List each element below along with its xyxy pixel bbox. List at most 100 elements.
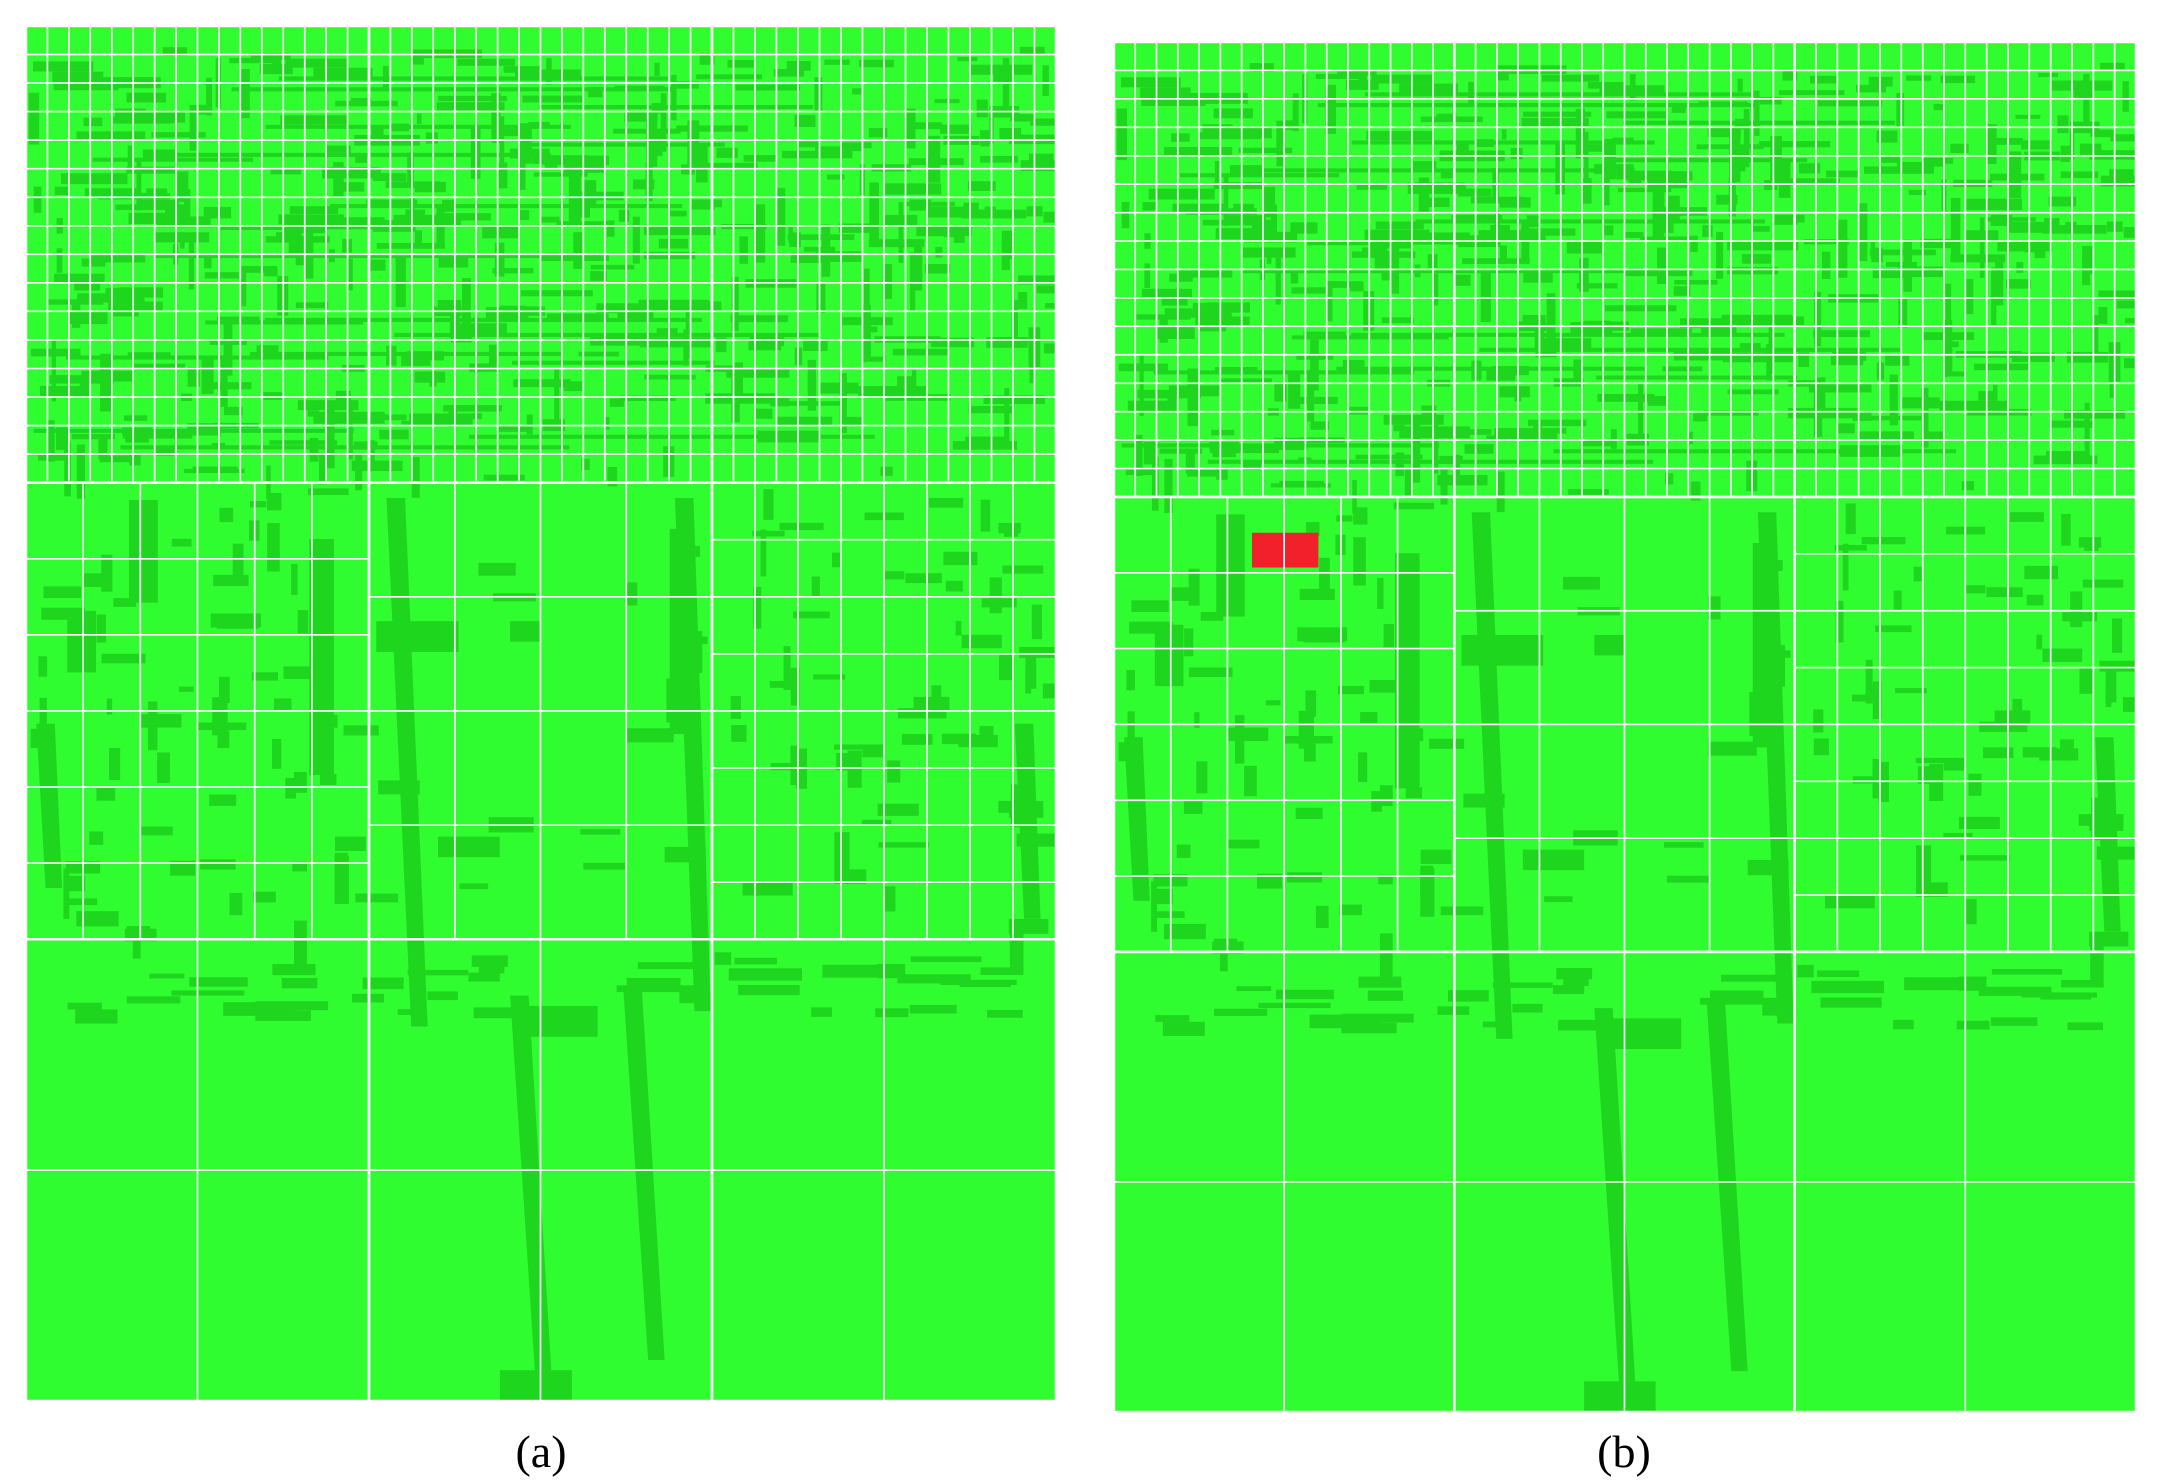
building bbox=[1876, 130, 1898, 143]
building-strip bbox=[469, 434, 875, 439]
building bbox=[1563, 976, 1589, 986]
building bbox=[1399, 83, 1459, 94]
building bbox=[573, 191, 624, 201]
building bbox=[170, 860, 196, 876]
building bbox=[438, 257, 469, 268]
building bbox=[1943, 832, 1973, 840]
building bbox=[1213, 108, 1253, 119]
building-strip bbox=[120, 445, 570, 450]
building bbox=[482, 226, 519, 239]
building bbox=[1674, 280, 1718, 285]
building bbox=[89, 831, 104, 845]
building bbox=[1244, 231, 1298, 243]
building bbox=[1656, 247, 1668, 284]
road-strip bbox=[623, 990, 665, 1360]
building bbox=[2099, 660, 2136, 672]
building bbox=[935, 246, 943, 258]
road-strip bbox=[2095, 737, 2121, 932]
building bbox=[573, 232, 584, 269]
building bbox=[1708, 596, 1721, 620]
building bbox=[267, 492, 282, 511]
building bbox=[1127, 711, 1135, 745]
building bbox=[1690, 235, 1698, 252]
building bbox=[1872, 681, 1882, 720]
building bbox=[943, 551, 978, 566]
building bbox=[2090, 129, 2116, 138]
building bbox=[1754, 90, 1760, 136]
building bbox=[1893, 1019, 1914, 1030]
building-strip bbox=[1207, 459, 1654, 464]
building bbox=[971, 64, 1033, 75]
building bbox=[1956, 1020, 1990, 1030]
building bbox=[1303, 635, 1345, 643]
building bbox=[863, 268, 870, 312]
building bbox=[1383, 623, 1395, 648]
building bbox=[369, 259, 386, 271]
building bbox=[1163, 146, 1233, 157]
building bbox=[869, 182, 879, 244]
building bbox=[816, 251, 864, 262]
building bbox=[1292, 396, 1338, 405]
building bbox=[824, 59, 850, 65]
building bbox=[1945, 371, 1967, 377]
building bbox=[1447, 990, 1489, 1002]
building bbox=[2122, 81, 2129, 112]
building bbox=[834, 744, 884, 750]
building bbox=[1896, 161, 1944, 167]
building bbox=[1490, 224, 1510, 235]
building bbox=[157, 216, 211, 228]
building bbox=[2061, 513, 2071, 546]
building bbox=[1164, 458, 1173, 514]
building bbox=[1817, 970, 1860, 977]
building bbox=[1020, 160, 1056, 172]
building bbox=[2110, 134, 2136, 142]
building bbox=[1855, 84, 1886, 93]
building bbox=[1242, 462, 1262, 471]
building bbox=[1797, 964, 1814, 978]
building bbox=[1159, 318, 1168, 343]
building bbox=[106, 698, 113, 715]
building bbox=[957, 56, 978, 62]
building bbox=[1177, 270, 1233, 278]
building bbox=[1412, 161, 1437, 169]
building bbox=[882, 263, 893, 300]
building bbox=[875, 1008, 909, 1018]
building bbox=[1169, 273, 1193, 282]
building bbox=[502, 129, 532, 137]
building bbox=[1433, 273, 1439, 306]
building bbox=[355, 893, 399, 903]
building bbox=[1779, 90, 1845, 96]
building bbox=[752, 530, 785, 537]
building bbox=[351, 460, 403, 472]
building bbox=[980, 499, 991, 532]
building bbox=[1597, 393, 1655, 402]
building bbox=[1859, 431, 1914, 441]
building bbox=[1188, 667, 1233, 678]
building bbox=[47, 420, 55, 462]
building bbox=[263, 392, 283, 400]
building bbox=[546, 313, 609, 322]
building bbox=[39, 385, 88, 397]
building bbox=[1303, 743, 1316, 762]
building bbox=[256, 345, 279, 355]
building bbox=[986, 337, 1028, 348]
building bbox=[783, 646, 791, 690]
building bbox=[2114, 291, 2136, 300]
building bbox=[2089, 150, 2136, 160]
building bbox=[2005, 279, 2032, 289]
building bbox=[1762, 1003, 1787, 1016]
building bbox=[590, 264, 635, 270]
building bbox=[2070, 591, 2083, 628]
building bbox=[788, 225, 793, 244]
building bbox=[838, 223, 874, 233]
building-strip bbox=[264, 317, 702, 323]
building bbox=[624, 582, 638, 606]
building bbox=[162, 47, 188, 56]
building bbox=[1256, 873, 1283, 889]
building bbox=[1162, 1021, 1205, 1036]
building bbox=[520, 123, 532, 164]
building bbox=[2083, 73, 2090, 132]
building bbox=[1350, 282, 1364, 292]
building bbox=[1127, 400, 1175, 411]
building bbox=[883, 214, 918, 226]
